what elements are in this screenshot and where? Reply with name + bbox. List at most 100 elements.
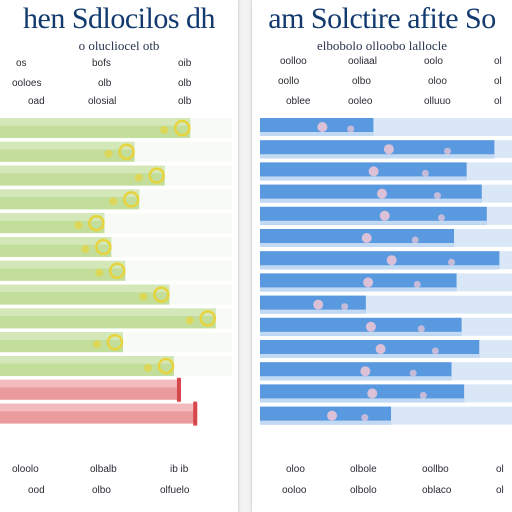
flower-dot <box>160 126 169 134</box>
blossom-mark <box>379 210 390 221</box>
right-header-cell: oolo <box>424 56 443 67</box>
bar <box>260 295 366 314</box>
left-footer-cell: ib ib <box>170 464 189 475</box>
bar-highlight <box>0 213 105 221</box>
bar-gap <box>260 132 374 136</box>
blossom-dot <box>419 391 427 399</box>
bar-highlight <box>0 332 123 340</box>
right-footer-cell: ol <box>496 485 504 496</box>
flower-mark <box>153 286 170 303</box>
left-header-cell: olosial <box>88 96 117 107</box>
right-header-cell: ooliaal <box>348 56 377 67</box>
bar-gap <box>260 376 452 381</box>
blossom-mark <box>383 144 394 155</box>
blossom-dot <box>431 347 439 355</box>
right-header-cell: ol <box>494 76 502 87</box>
bar <box>260 273 457 292</box>
blossom-dot <box>437 214 445 222</box>
bar <box>260 118 374 136</box>
right-header-cell: ooleo <box>348 96 373 107</box>
flower-dot <box>139 292 148 301</box>
blossom-dot <box>413 280 421 288</box>
right-bar-chart <box>260 118 512 425</box>
right-footer-cell: ooloo <box>282 485 307 496</box>
left-header-cell: oib <box>178 58 192 69</box>
bar-gap <box>260 331 462 336</box>
bar-highlight <box>0 403 198 412</box>
flower-dot <box>144 364 152 372</box>
blossom-mark <box>360 366 371 377</box>
flower-mark <box>95 238 112 256</box>
bar <box>260 184 482 203</box>
blossom-dot <box>411 236 419 244</box>
flower-mark <box>122 191 140 208</box>
flower-dot <box>92 340 101 349</box>
blossom-dot <box>443 147 451 155</box>
bar <box>260 206 487 225</box>
bar-highlight <box>0 237 112 245</box>
right-footer-cell: olbolo <box>350 485 377 496</box>
bar-gap <box>260 243 455 247</box>
left-footer-cell: olbalb <box>90 464 117 475</box>
blossom-dot <box>448 258 456 266</box>
bar-gap <box>260 220 487 225</box>
bar-highlight <box>0 379 181 388</box>
flower-mark <box>88 214 105 232</box>
bar-gap <box>260 398 465 403</box>
flower-mark <box>199 310 217 327</box>
right-header-cell: olbo <box>352 76 371 87</box>
left-bar-chart <box>0 118 232 426</box>
flower-mark <box>106 333 124 351</box>
flower-dot <box>109 197 118 206</box>
flower-mark <box>118 143 135 161</box>
bar <box>260 384 465 403</box>
blossom-dot <box>341 303 349 311</box>
bar-gap <box>260 176 467 181</box>
left-footer-cell: olfuelo <box>160 485 190 496</box>
bar-highlight <box>0 165 165 174</box>
right-chart-subtitle: elbobolo olloobo lallocle <box>317 38 447 53</box>
blossom-mark <box>363 277 374 288</box>
blossom-mark <box>367 388 378 399</box>
bar <box>260 406 392 425</box>
blossom-mark <box>365 321 376 332</box>
left-header-cell: olb <box>98 78 112 89</box>
bar <box>260 140 495 159</box>
bar <box>260 317 462 336</box>
left-header-cell: ooloes <box>12 78 42 89</box>
bar-gap <box>260 287 457 292</box>
bar-highlight <box>0 284 170 293</box>
blossom-mark <box>327 410 338 421</box>
right-footer-cell: olbole <box>350 464 377 475</box>
right-header-cell: oollo <box>278 76 300 87</box>
bar-highlight <box>0 260 126 269</box>
left-chart-panel: hen Sdlocilos dh o olucliocel otb os bof… <box>0 0 238 512</box>
right-chart-title: am Solctire afite So <box>268 2 496 35</box>
right-footer-cell: ol <box>496 464 504 475</box>
right-footer-cell: oloo <box>286 464 305 475</box>
right-header-cell: ol <box>494 56 502 67</box>
bar-highlight <box>0 189 140 198</box>
flower-dot <box>74 221 83 230</box>
bar-highlight <box>0 118 191 126</box>
right-footer-cell: oblaco <box>422 485 452 496</box>
left-chart-subtitle: o olucliocel otb <box>78 38 160 53</box>
left-header-cell: olb <box>178 78 192 89</box>
blossom-mark <box>317 122 328 132</box>
right-footer-cell: oollbo <box>422 464 449 475</box>
flower-mark <box>173 119 191 137</box>
blossom-dot <box>409 369 417 377</box>
flower-dot <box>95 268 104 277</box>
right-header-cell: oloo <box>428 76 447 87</box>
blossom-dot <box>361 414 369 422</box>
left-footer-cell: oloolo <box>12 464 39 475</box>
left-header-cell: oad <box>28 96 45 107</box>
bar-gap <box>260 154 495 159</box>
flower-dot <box>104 149 113 158</box>
blossom-mark <box>313 299 324 310</box>
bar-gap <box>260 354 480 358</box>
bar-gap <box>260 420 392 425</box>
left-header-cell: olb <box>178 96 192 107</box>
bar <box>260 229 455 247</box>
blossom-mark <box>368 166 379 177</box>
